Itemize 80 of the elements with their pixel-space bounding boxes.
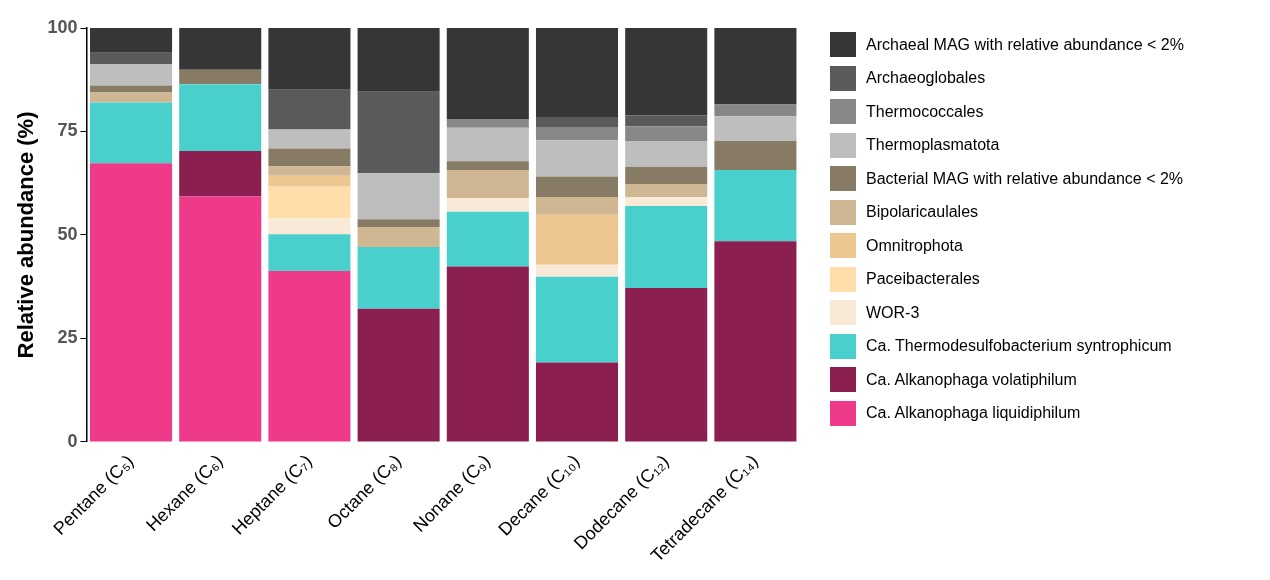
bar <box>179 28 262 70</box>
bar <box>714 104 797 117</box>
bar <box>714 241 797 442</box>
bar <box>714 116 797 142</box>
bar <box>625 141 708 167</box>
bar <box>535 196 619 215</box>
bar <box>90 102 173 164</box>
bar <box>446 170 529 199</box>
legend-label: Ca. Alkanophaga volatiphilum <box>866 370 1077 389</box>
bar <box>357 28 440 92</box>
legend-label: Ca. Alkanophaga liquidiphilum <box>866 404 1081 423</box>
bar <box>446 161 529 170</box>
bar <box>179 69 262 85</box>
y-tick-label: 75 <box>57 120 78 141</box>
bar <box>268 166 351 176</box>
bar <box>268 186 351 219</box>
bar <box>446 198 529 212</box>
y-tick-label: 0 <box>67 430 78 451</box>
bar <box>357 219 440 228</box>
bar <box>90 52 173 65</box>
bar <box>357 308 440 442</box>
bar <box>268 129 351 149</box>
bar <box>446 119 529 128</box>
bar <box>625 126 708 142</box>
legend-label: Ca. Thermodesulfobacterium syntrophicum <box>866 337 1172 356</box>
bar <box>625 115 708 127</box>
legend-label: Paceibacterales <box>866 270 980 289</box>
bar <box>535 117 619 128</box>
legend-label: Bacterial MAG with relative abundance < 2% <box>866 169 1184 188</box>
bar <box>179 84 262 151</box>
bar <box>535 28 619 118</box>
bar <box>446 211 529 267</box>
bar <box>535 264 619 277</box>
legend-label: Omnitrophota <box>866 236 963 255</box>
bar <box>625 166 708 185</box>
bar <box>446 28 529 120</box>
bar <box>625 287 708 442</box>
bar <box>268 271 351 442</box>
bar <box>535 127 619 141</box>
bar <box>446 127 529 162</box>
bar <box>625 28 708 116</box>
bar <box>714 28 797 105</box>
bar <box>268 89 351 130</box>
y-tick-label: 100 <box>47 16 78 37</box>
bar <box>268 218 351 235</box>
legend-label: WOR-3 <box>866 303 920 322</box>
bar <box>90 163 173 442</box>
bar <box>625 196 708 207</box>
bar <box>357 91 440 174</box>
bar <box>535 276 619 363</box>
bar <box>268 234 351 272</box>
bar <box>90 92 173 103</box>
y-axis-title: Relative abundance (%) <box>13 111 39 359</box>
bar <box>625 206 708 288</box>
legend-label: Archaeal MAG with relative abundance < 2% <box>866 35 1184 54</box>
bar <box>268 148 351 167</box>
legend-label: Thermoplasmatota <box>866 136 1000 155</box>
legend-label: Archaeoglobales <box>866 69 986 88</box>
y-tick-label: 50 <box>57 223 78 244</box>
bar <box>357 227 440 247</box>
bar <box>446 266 529 442</box>
bar <box>90 64 173 86</box>
bar <box>268 175 351 187</box>
bar <box>625 184 708 197</box>
bar <box>535 140 619 177</box>
y-tick-label: 25 <box>57 327 78 348</box>
legend-label: Thermococcales <box>866 102 984 121</box>
bar <box>714 170 797 242</box>
bar <box>179 150 262 197</box>
bar <box>268 28 351 90</box>
bar <box>90 28 173 53</box>
bar <box>90 85 173 93</box>
bar <box>357 173 440 220</box>
bar <box>535 176 619 197</box>
bar <box>714 141 797 170</box>
bar <box>535 362 619 442</box>
bar <box>357 247 440 309</box>
bar <box>535 214 619 265</box>
bar <box>179 196 262 442</box>
legend-label: Bipolaricaulales <box>866 203 979 222</box>
